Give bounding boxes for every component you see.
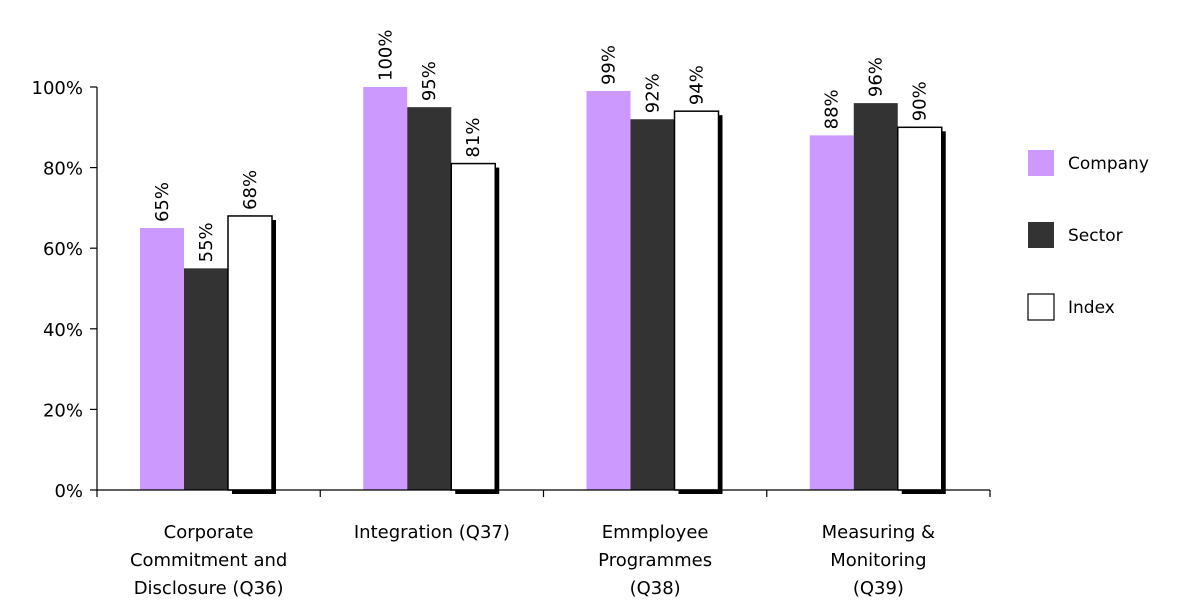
data-label-sector: 95% bbox=[419, 61, 440, 101]
data-label-sector: 92% bbox=[643, 73, 664, 113]
bars-layer bbox=[140, 87, 946, 495]
category-label: Emmployee bbox=[602, 522, 709, 543]
bar-index bbox=[673, 110, 720, 491]
data-label-index: 90% bbox=[910, 81, 931, 121]
category-label: Disclosure (Q36) bbox=[134, 578, 284, 599]
category-label: Programmes bbox=[598, 550, 712, 571]
legend-swatch-company bbox=[1028, 150, 1054, 176]
legend-label-sector: Sector bbox=[1068, 226, 1123, 246]
data-label-index: 81% bbox=[463, 118, 484, 158]
y-tick-label: 100% bbox=[32, 78, 83, 99]
y-tick-label: 60% bbox=[43, 239, 83, 260]
category-label: Integration (Q37) bbox=[354, 522, 510, 543]
y-tick-label: 80% bbox=[43, 159, 83, 180]
data-label-company: 100% bbox=[375, 30, 396, 81]
category-label: Measuring & bbox=[822, 522, 935, 543]
bar-company bbox=[809, 135, 854, 491]
bar-sector bbox=[184, 268, 228, 490]
category-label: (Q38) bbox=[630, 578, 681, 599]
bar-sector bbox=[407, 107, 452, 491]
legend-label-company: Company bbox=[1068, 154, 1149, 174]
data-label-index: 68% bbox=[240, 170, 261, 210]
category-label: Monitoring bbox=[830, 550, 926, 571]
legend: Company Sector Index bbox=[1027, 150, 1149, 321]
data-label-company: 88% bbox=[822, 89, 843, 129]
bar-sector bbox=[853, 103, 898, 491]
category-label: Commitment and bbox=[130, 550, 287, 571]
data-label-sector: 55% bbox=[196, 222, 217, 262]
legend-label-index: Index bbox=[1068, 298, 1115, 318]
bar-sector bbox=[630, 119, 675, 491]
legend-swatch-index bbox=[1027, 293, 1055, 321]
bar-index bbox=[450, 162, 496, 491]
category-label: Corporate bbox=[164, 522, 254, 543]
y-tick-label: 40% bbox=[43, 320, 83, 341]
bar-index bbox=[227, 215, 273, 491]
bar-company bbox=[140, 228, 184, 491]
y-tick-label: 20% bbox=[43, 400, 83, 421]
data-labels-layer: 65% 55% 68% 100% 95% 81% 99% 92% 94% 88% 96% 90% bbox=[152, 30, 931, 263]
bar-company bbox=[586, 91, 631, 490]
axes-layer: Corporate Commitment and Disclosure (Q36) I… bbox=[32, 78, 991, 599]
data-label-index: 94% bbox=[687, 65, 708, 105]
data-label-company: 99% bbox=[599, 45, 620, 85]
legend-swatch-sector bbox=[1028, 222, 1054, 248]
data-label-sector: 96% bbox=[866, 57, 887, 97]
data-label-company: 65% bbox=[152, 182, 173, 222]
y-tick-label: 0% bbox=[54, 481, 83, 502]
category-label: (Q39) bbox=[853, 578, 904, 599]
bar-company bbox=[363, 87, 408, 490]
bar-index bbox=[897, 126, 943, 491]
